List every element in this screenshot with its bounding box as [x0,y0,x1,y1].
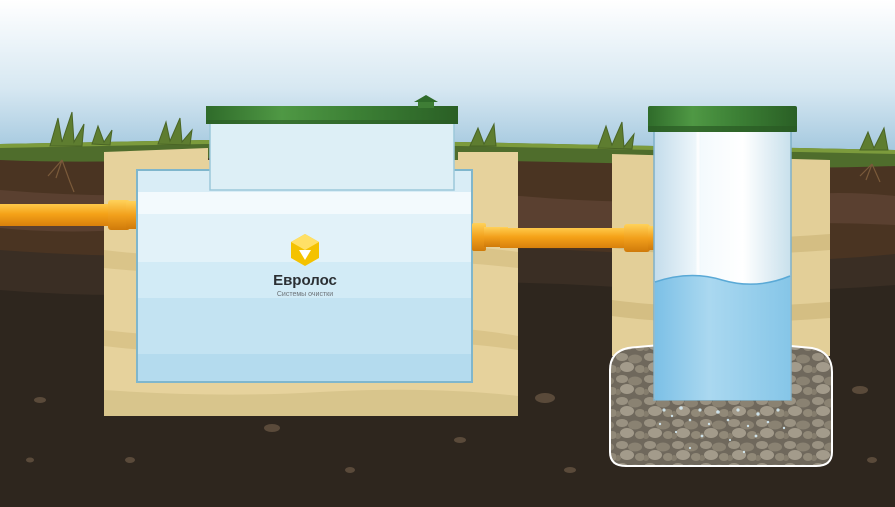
filtration-bubbles [658,406,786,454]
filtration-well [648,106,797,401]
septic-tank [136,95,473,383]
tank-sand-shade-3 [104,389,518,416]
brand-tagline: Системы очистки [277,291,333,298]
grass-tufts [49,111,889,151]
brand-name: Евролос [273,272,337,289]
brand-logo-mark [291,234,319,266]
outlet-pipe [472,223,660,252]
inlet-pipe [0,200,138,230]
soil-pebbles [26,386,877,473]
